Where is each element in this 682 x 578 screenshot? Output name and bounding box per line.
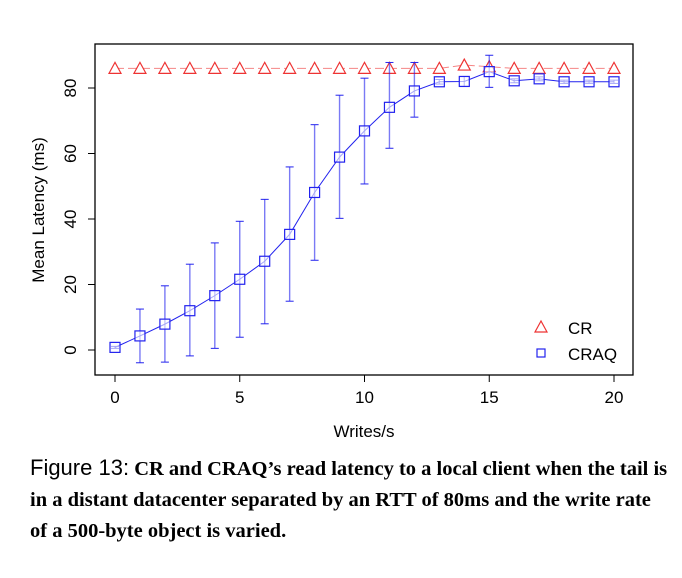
data-point [332, 61, 347, 74]
y-tick-label: 20 [61, 275, 80, 294]
data-point [207, 61, 222, 74]
data-point [107, 61, 123, 74]
x-tick-label: 15 [480, 388, 499, 407]
caption-label: Figure 13: [30, 455, 130, 480]
data-point [458, 75, 470, 88]
data-point [558, 76, 570, 88]
data-point [606, 61, 622, 74]
data-point [408, 85, 420, 97]
data-point [533, 73, 545, 85]
legend-label: CR [568, 319, 593, 338]
legend-marker [533, 319, 549, 333]
data-point [282, 61, 297, 74]
x-tick-label: 10 [355, 388, 374, 407]
data-point [132, 61, 147, 74]
data-point [432, 61, 447, 74]
y-tick-label: 80 [61, 79, 80, 98]
x-tick-label: 0 [110, 388, 119, 407]
y-tick-label: 40 [61, 210, 80, 229]
data-point [333, 151, 346, 163]
data-point [483, 66, 495, 78]
data-point [582, 61, 597, 74]
data-point [357, 61, 372, 74]
data-point [109, 341, 121, 353]
y-tick-label: 60 [61, 144, 80, 163]
data-point [134, 330, 146, 342]
data-point [583, 76, 595, 88]
data-point [209, 290, 221, 302]
y-axis-label: Mean Latency (ms) [29, 137, 48, 283]
data-point [232, 61, 247, 74]
data-point [557, 61, 572, 74]
data-point [457, 57, 472, 71]
data-point [383, 101, 396, 113]
data-point [608, 76, 620, 88]
y-tick-label: 0 [61, 345, 80, 354]
data-point [159, 318, 171, 330]
legend-label: CRAQ [568, 345, 617, 364]
data-point [259, 255, 271, 267]
series-cr [107, 57, 622, 74]
caption-text: CR and CRAQ’s read latency to a local cl… [30, 458, 668, 542]
x-tick-label: 5 [235, 388, 244, 407]
data-point [309, 186, 321, 199]
data-point [433, 76, 445, 88]
data-point [508, 75, 520, 87]
data-point [157, 61, 172, 74]
data-point [358, 125, 371, 137]
x-tick-label: 20 [605, 388, 624, 407]
data-point [284, 228, 296, 240]
data-point [257, 61, 272, 74]
x-axis-label: Writes/s [333, 422, 394, 441]
data-point [182, 61, 197, 74]
data-point [234, 273, 246, 285]
data-point [307, 61, 322, 74]
data-point [507, 61, 522, 74]
series-craq [109, 54, 620, 364]
figure-caption: Figure 13: CR and CRAQ’s read latency to… [30, 452, 670, 547]
data-point [184, 305, 196, 317]
legend-marker [536, 348, 546, 358]
